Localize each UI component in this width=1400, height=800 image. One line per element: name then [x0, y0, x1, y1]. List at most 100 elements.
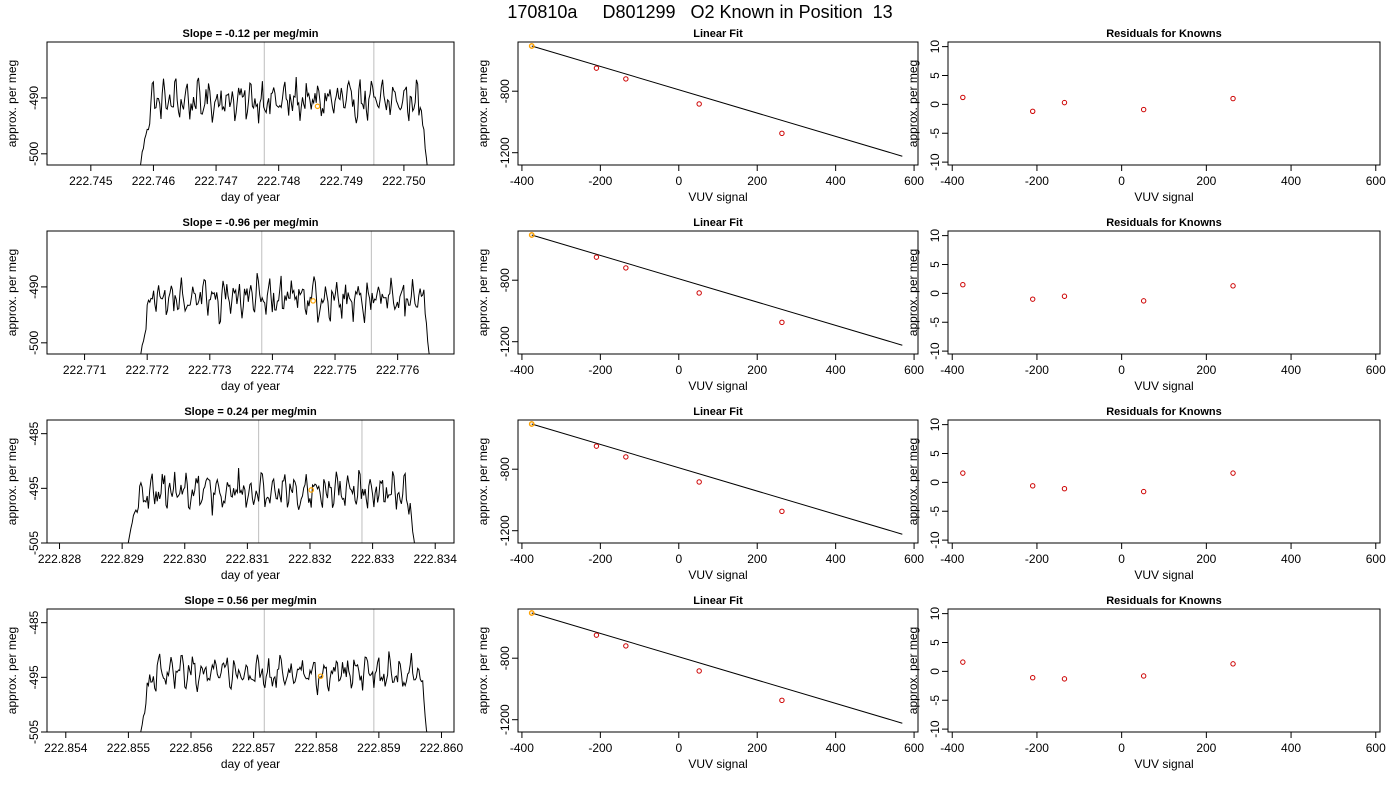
y-axis-label: approx. per meg	[476, 60, 490, 147]
standard-point	[593, 65, 600, 71]
y-axis-label: approx. per meg	[5, 438, 19, 525]
y-tick-label: 0	[928, 668, 942, 675]
x-tick-label: 222.772	[125, 363, 169, 377]
known-average-point	[314, 103, 321, 110]
x-tick-label: 400	[1281, 552, 1301, 566]
x-tick-label: 400	[826, 552, 846, 566]
standard-point	[779, 697, 785, 704]
x-tick-label: -400	[940, 363, 964, 377]
x-axis-label: VUV signal	[688, 379, 747, 393]
standard-point	[696, 101, 702, 107]
residual-point	[1030, 675, 1036, 681]
standard-point	[593, 632, 600, 638]
y-tick-label: -800	[498, 268, 512, 292]
residual-point	[1140, 673, 1147, 679]
standard-point	[623, 454, 629, 460]
y-tick-label: -10	[928, 720, 942, 738]
panel-title: Slope = 0.24 per meg/min	[184, 406, 317, 418]
x-tick-label: -200	[1025, 363, 1049, 377]
y-tick-label: -495	[27, 476, 41, 500]
plot-frame	[947, 608, 1381, 733]
x-axis-label: VUV signal	[1134, 190, 1193, 204]
y-tick-label: -1200	[498, 326, 512, 357]
plot-frame	[517, 608, 919, 733]
y-tick-label: -5	[928, 695, 942, 706]
residual-point	[1030, 296, 1036, 302]
x-axis-label: VUV signal	[1134, 568, 1193, 582]
plot-frame	[46, 419, 455, 544]
x-tick-label: 400	[826, 174, 846, 188]
panel-fit-1: Linear Fit -400 -200 0 200 400 600 -800 -1200 VUV…	[476, 28, 924, 204]
plot-area	[140, 42, 428, 165]
page-title: 170810a D801299 O2 Known in Position 13	[507, 2, 893, 22]
standard-point	[779, 130, 785, 137]
x-tick-label: 222.857	[232, 741, 276, 755]
panel-title: Linear Fit	[693, 406, 743, 418]
x-axis-label: day of year	[221, 379, 280, 393]
residual-point	[1061, 486, 1068, 492]
panel-title: Slope = 0.56 per meg/min	[184, 595, 317, 607]
fit-line	[531, 45, 903, 157]
y-axis-label: approx. per meg	[906, 249, 920, 336]
plot-area	[528, 43, 903, 157]
x-tick-label: 222.750	[382, 174, 426, 188]
x-tick-label: 200	[1196, 741, 1216, 755]
known-average-point	[310, 298, 316, 304]
x-tick-label: 0	[1118, 363, 1125, 377]
x-tick-label: -400	[510, 552, 534, 566]
per-meg-trace	[140, 651, 428, 732]
standard-point	[623, 643, 629, 649]
x-tick-label: 600	[1366, 741, 1386, 755]
x-tick-label: 400	[826, 741, 846, 755]
residual-point	[1230, 661, 1236, 667]
known-average-point	[308, 487, 315, 493]
x-tick-label: 400	[1281, 174, 1301, 188]
x-tick-label: 222.746	[132, 174, 176, 188]
known-point	[528, 421, 535, 427]
x-tick-label: 222.745	[69, 174, 113, 188]
x-tick-label: 222.773	[188, 363, 232, 377]
x-tick-label: 600	[904, 363, 924, 377]
y-tick-label: -10	[928, 531, 942, 549]
residual-point	[1230, 470, 1236, 476]
y-tick-label: -5	[928, 506, 942, 517]
y-tick-label: -485	[27, 610, 41, 634]
x-tick-label: 222.832	[288, 552, 332, 566]
fit-line	[531, 612, 903, 724]
x-tick-label: 0	[675, 174, 682, 188]
x-tick-label: -400	[940, 174, 964, 188]
x-tick-label: 222.776	[376, 363, 420, 377]
plot-area	[528, 421, 903, 535]
known-average-point	[317, 673, 324, 680]
x-tick-label: 200	[747, 174, 767, 188]
x-tick-label: 600	[1366, 552, 1386, 566]
y-tick-label: -800	[498, 79, 512, 103]
x-axis-label: VUV signal	[1134, 379, 1193, 393]
known-point	[528, 43, 535, 49]
y-tick-label: -495	[27, 665, 41, 689]
x-tick-label: 200	[747, 552, 767, 566]
x-tick-label: 222.855	[107, 741, 151, 755]
plot-area	[127, 420, 415, 543]
x-tick-label: 222.860	[420, 741, 464, 755]
y-tick-label: 0	[928, 101, 942, 108]
panel-timeseries-4: Slope = 0.56 per meg/min 222.854 222.855 22…	[5, 595, 463, 771]
x-tick-label: 400	[826, 363, 846, 377]
known-point	[528, 232, 535, 238]
panel-title: Residuals for Knowns	[1106, 217, 1222, 229]
x-tick-label: 222.774	[251, 363, 295, 377]
fit-line	[531, 423, 903, 535]
x-tick-label: 222.859	[357, 741, 401, 755]
x-tick-label: 222.829	[100, 552, 144, 566]
x-tick-label: 0	[1118, 741, 1125, 755]
x-tick-label: 222.749	[320, 174, 364, 188]
x-tick-label: -200	[1025, 552, 1049, 566]
x-tick-label: 600	[1366, 363, 1386, 377]
standard-point	[696, 479, 702, 485]
y-axis-label: approx. per meg	[5, 627, 19, 714]
plot-area	[960, 659, 1236, 682]
residual-point	[960, 94, 966, 101]
panel-residuals-3: Residuals for Knowns -400 -200 0 200 400 600 10…	[906, 406, 1386, 582]
